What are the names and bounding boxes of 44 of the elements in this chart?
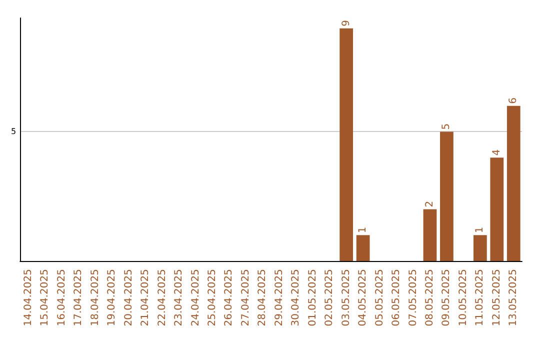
x-tick-label: 05.05.2025 bbox=[374, 269, 386, 326]
x-tick-label: 12.05.2025 bbox=[491, 269, 502, 326]
data-label: 1 bbox=[358, 226, 369, 234]
x-tick-label: 28.04.2025 bbox=[257, 269, 268, 326]
data-label: 6 bbox=[508, 98, 520, 104]
x-tick-label: 24.04.2025 bbox=[190, 269, 202, 326]
x-tick-label: 15.04.2025 bbox=[40, 269, 51, 326]
x-tick-label: 07.05.2025 bbox=[408, 269, 419, 326]
bar bbox=[440, 132, 454, 261]
bar bbox=[356, 235, 370, 261]
x-tick-label: 06.05.2025 bbox=[391, 269, 402, 326]
data-label: 9 bbox=[340, 20, 352, 26]
bar bbox=[506, 106, 520, 261]
x-tick-label: 18.04.2025 bbox=[90, 269, 101, 326]
x-tick-label: 23.04.2025 bbox=[174, 269, 185, 326]
x-tick-label: 04.05.2025 bbox=[358, 269, 369, 326]
x-tick-label: 03.05.2025 bbox=[340, 269, 352, 326]
x-tick-label: 10.05.2025 bbox=[458, 269, 469, 326]
x-tick-label: 17.04.2025 bbox=[73, 269, 84, 326]
x-tick-label: 09.05.2025 bbox=[441, 269, 452, 326]
data-label: 1 bbox=[474, 226, 486, 234]
x-tick-label: 14.04.2025 bbox=[22, 269, 34, 326]
x-tick-label: 21.04.2025 bbox=[140, 269, 152, 326]
bar bbox=[490, 158, 504, 261]
x-tick-label: 11.05.2025 bbox=[474, 269, 486, 326]
x-tick-label: 13.05.2025 bbox=[508, 269, 520, 326]
x-tick-label: 22.04.2025 bbox=[156, 269, 168, 326]
data-label: 4 bbox=[491, 149, 502, 156]
data-label: 2 bbox=[424, 200, 436, 208]
x-tick-label: 20.04.2025 bbox=[123, 269, 134, 326]
x-tick-label: 16.04.2025 bbox=[56, 269, 68, 326]
data-label: 5 bbox=[441, 123, 452, 130]
x-tick-label: 01.05.2025 bbox=[307, 269, 318, 326]
x-tick-label: 27.04.2025 bbox=[240, 269, 252, 326]
x-tick-label: 30.04.2025 bbox=[290, 269, 302, 326]
bar bbox=[340, 28, 354, 261]
x-tick-label: 19.04.2025 bbox=[106, 269, 118, 326]
x-tick-label: 08.05.2025 bbox=[424, 269, 436, 326]
x-tick-label: 02.05.2025 bbox=[324, 269, 336, 326]
x-tick-label: 26.04.2025 bbox=[224, 269, 235, 326]
x-tick-label: 29.04.2025 bbox=[274, 269, 285, 326]
bar bbox=[473, 235, 487, 261]
bar bbox=[423, 209, 437, 261]
x-tick-label: 25.04.2025 bbox=[206, 269, 218, 326]
